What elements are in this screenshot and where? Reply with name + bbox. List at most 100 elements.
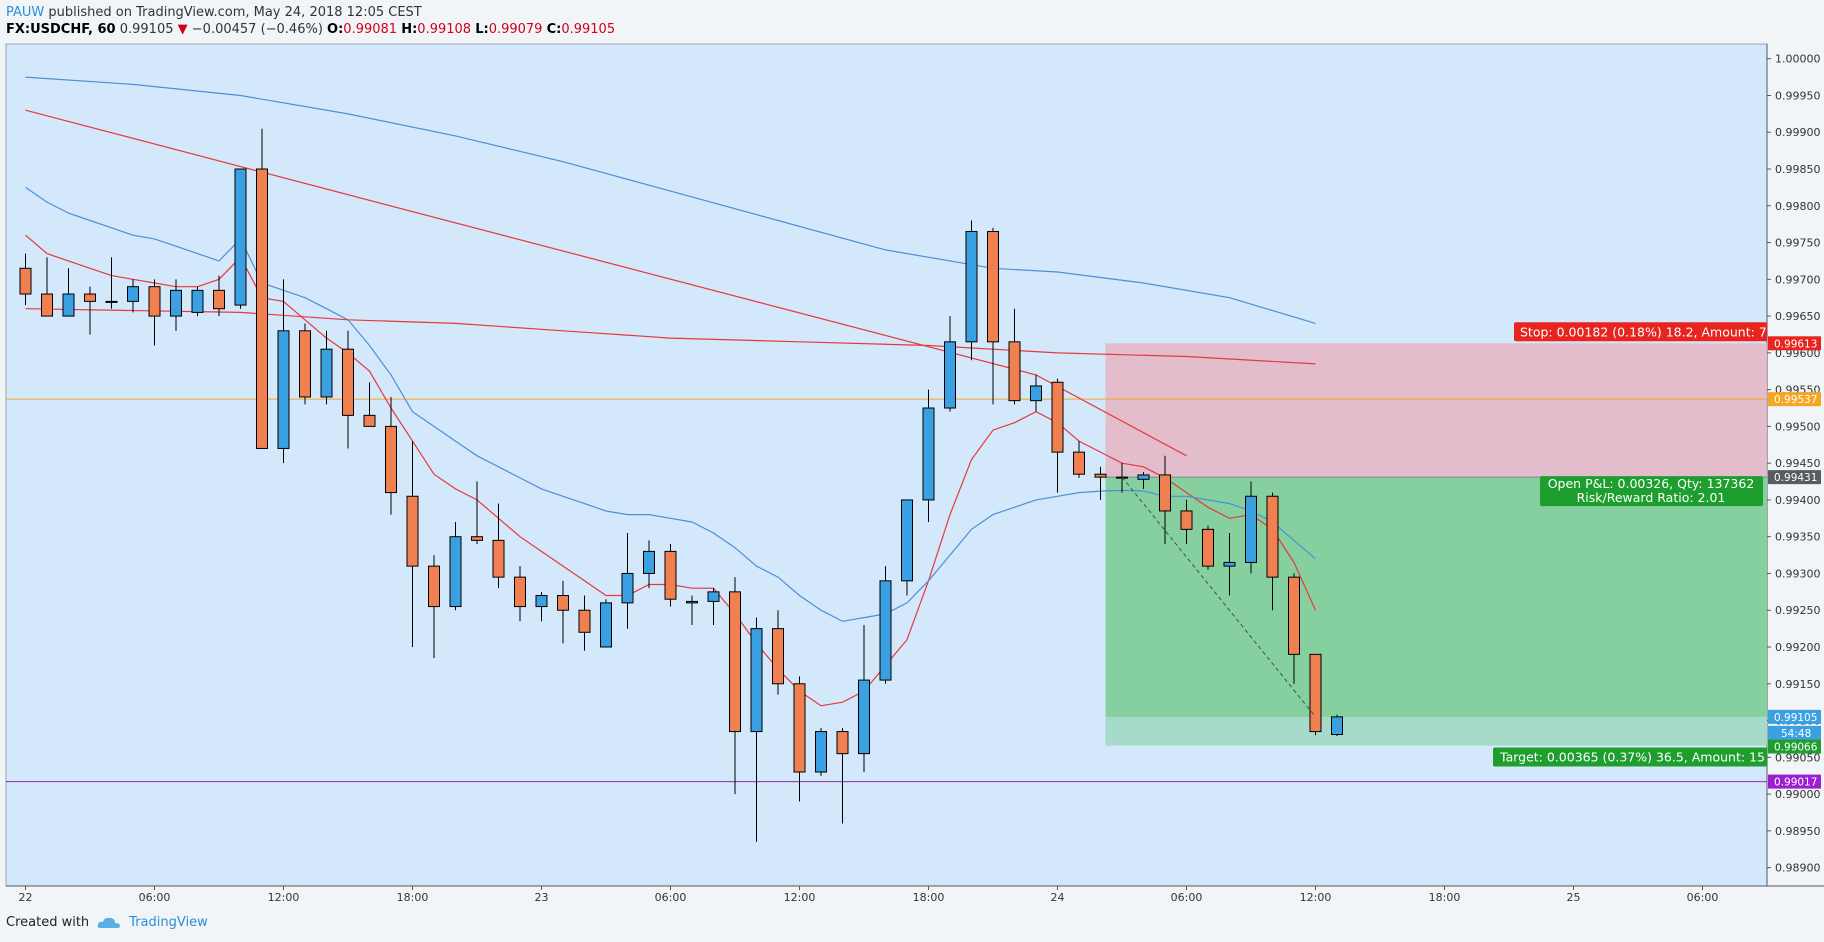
candle-body [1159, 474, 1171, 512]
overlay-line-3 [25, 308, 1316, 365]
candle-body [449, 536, 462, 608]
candle [1137, 471, 1150, 489]
candle-body [793, 683, 806, 773]
candle-body [62, 293, 75, 317]
candle [557, 580, 569, 644]
y-tick-label: 0.99900 [1775, 126, 1821, 139]
entry-price-tag-bg [1768, 470, 1821, 485]
candle [363, 382, 376, 427]
x-tick-label: 23 [535, 891, 549, 904]
tradingview-cloud-icon [97, 917, 121, 928]
tradingview-link[interactable]: TradingView [129, 915, 208, 930]
y-tick-label: 0.99050 [1775, 751, 1821, 764]
candle [449, 521, 462, 611]
candle-body [234, 168, 247, 306]
candle-body [664, 550, 677, 600]
stop-price-tag-bg [1768, 336, 1821, 351]
x-tick-label: 06:00 [655, 891, 687, 904]
candle [148, 279, 161, 346]
candle-body [643, 550, 655, 574]
candle-body [170, 289, 182, 317]
candle-body [729, 591, 741, 733]
candle-body [1223, 561, 1236, 567]
candle [1008, 308, 1021, 405]
candle [815, 727, 827, 776]
publish-header: PAUW published on TradingView.com, May 2… [6, 5, 422, 20]
remaining-target-zone [1105, 716, 1767, 746]
candle [1288, 573, 1300, 684]
candle [1094, 466, 1107, 500]
y-tick-label: 0.99250 [1775, 604, 1821, 617]
candle [1266, 492, 1279, 611]
x-tick-label: 06:00 [1171, 891, 1203, 904]
candle-body [750, 628, 763, 733]
candle [750, 617, 763, 842]
stop-price-tag: 0.99613 [1774, 338, 1817, 350]
y-tick-label: 0.99800 [1775, 200, 1821, 213]
x-tick-label: 22 [19, 891, 33, 904]
candle-body [41, 293, 53, 317]
candle-body [428, 565, 440, 608]
target-price-tag: 0.99066 [1774, 742, 1818, 754]
candle [1309, 653, 1322, 736]
candle [879, 566, 892, 684]
candle-body [492, 539, 505, 578]
candle [1202, 525, 1214, 570]
candle-body [1266, 495, 1279, 578]
y-tick-label: 0.99650 [1775, 310, 1821, 323]
candle-body [471, 536, 483, 541]
candle-body [256, 168, 268, 449]
candle-body [858, 679, 870, 755]
candle-body [320, 348, 333, 398]
close-value: 0.99105 [561, 22, 616, 37]
purple-line-price-tag-bg [1768, 774, 1821, 789]
candle-body [127, 286, 139, 302]
pnl-label: Open P&L: 0.00326, Qty: 137362 [1548, 476, 1755, 491]
candle [385, 396, 397, 515]
candle [492, 503, 505, 589]
candle-body [836, 731, 849, 755]
candle-body [965, 231, 978, 343]
close-label: C: [546, 22, 562, 37]
candle [772, 610, 784, 695]
low-label: L: [475, 22, 489, 37]
open-value: 0.99081 [343, 22, 398, 37]
target-price-tag-bg [1768, 739, 1821, 754]
candle-body [1331, 716, 1343, 736]
x-tick-label: 25 [1567, 891, 1581, 904]
y-tick-label: 0.99150 [1775, 678, 1821, 691]
candle [191, 286, 204, 317]
candle-body [1202, 528, 1214, 567]
y-tick-label: 0.98900 [1775, 862, 1821, 875]
author-link[interactable]: PAUW [6, 5, 45, 20]
candle [643, 540, 655, 589]
candle-body [84, 293, 96, 302]
candle-body [277, 330, 290, 449]
y-tick-label: 0.99850 [1775, 163, 1821, 176]
y-tick-label: 0.99500 [1775, 420, 1821, 433]
candle-body [342, 348, 354, 416]
entry-price-tag: 0.99431 [1774, 472, 1817, 484]
open-label: O: [327, 22, 344, 37]
candle-body [772, 628, 784, 685]
candle [514, 566, 526, 622]
time-axis [6, 886, 1767, 904]
candle-body [621, 572, 634, 604]
candle [428, 555, 440, 659]
candle-body [1137, 474, 1150, 480]
down-arrow-icon: ▼ [177, 22, 188, 37]
candle-body [406, 495, 419, 567]
candle [41, 257, 53, 317]
candle [19, 253, 32, 306]
y-tick-label: 0.99700 [1775, 273, 1821, 286]
candle [578, 595, 591, 651]
orange-line-price-tag: 0.99537 [1774, 394, 1817, 406]
y-tick-label: 1.00000 [1775, 53, 1821, 66]
y-tick-label: 0.99450 [1775, 457, 1821, 470]
candle [901, 499, 913, 596]
published-text: published on TradingView.com, May 24, 20… [48, 5, 422, 20]
candle [621, 533, 634, 629]
candle [1073, 441, 1085, 478]
candle-body [514, 576, 526, 608]
